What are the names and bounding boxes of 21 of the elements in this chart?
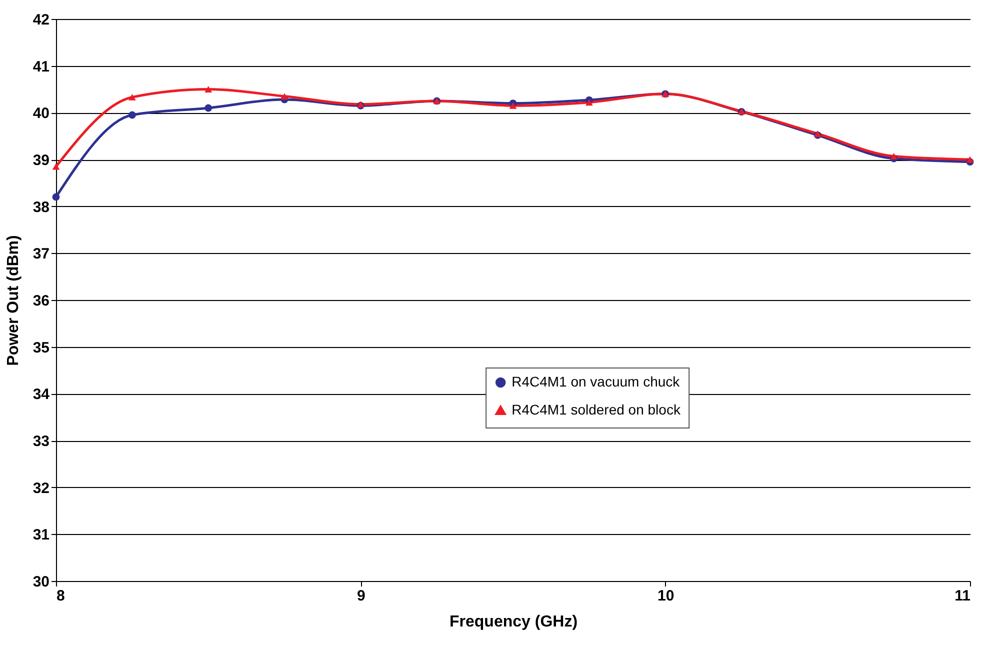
x-axis-title: Frequency (GHz): [449, 614, 578, 630]
y-tick-label: 36: [32, 292, 50, 310]
legend-label: R4C4M1 soldered on block: [512, 401, 682, 418]
y-tick-label: 41: [32, 58, 50, 76]
x-tick-label: 10: [657, 588, 674, 604]
y-tick-label: 32: [32, 480, 50, 497]
x-tick-label: 8: [56, 588, 65, 604]
y-tick-label: 39: [32, 152, 50, 169]
y-tick-label: 33: [32, 433, 50, 450]
y-tick-label: 30: [32, 574, 50, 590]
y-tick-label: 31: [32, 526, 50, 544]
x-tick-label: 9: [356, 588, 366, 604]
y-tick-label: 35: [32, 339, 50, 356]
y-tick-label: 42: [32, 12, 50, 28]
legend-label: R4C4M1 on vacuum chuck: [512, 373, 681, 390]
y-axis-title: Power Out (dBm): [4, 235, 22, 366]
y-tick-label: 40: [32, 105, 50, 122]
y-tick-label: 34: [32, 386, 50, 404]
y-tick-label: 37: [32, 246, 50, 263]
x-tick-label: 11: [954, 588, 970, 604]
y-tick-label: 38: [32, 198, 50, 216]
